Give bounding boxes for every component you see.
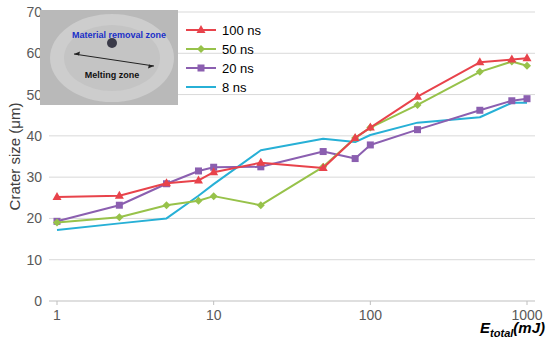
series-marker	[163, 201, 171, 209]
legend-line	[186, 86, 216, 88]
series-marker	[320, 148, 327, 155]
series-marker	[319, 163, 328, 171]
grid-line	[49, 177, 535, 178]
y-tick-label: 50	[26, 87, 42, 103]
series-marker	[53, 192, 62, 200]
series-marker	[475, 57, 484, 65]
inset: Material removal zone Melting zone	[40, 10, 178, 105]
x-tick	[370, 301, 371, 305]
series-marker	[162, 178, 171, 186]
annotation: Material removal zone	[72, 30, 166, 40]
series-marker	[524, 95, 531, 102]
x-tick-label: 10	[206, 307, 222, 323]
legend-label: 8 ns	[222, 80, 247, 95]
legend-label: 100 ns	[222, 23, 262, 38]
series-marker	[209, 167, 218, 175]
y-tick-label: 20	[26, 210, 42, 226]
series-marker	[523, 62, 531, 70]
x-tick	[527, 301, 528, 305]
series-line	[57, 62, 527, 223]
inset-melt	[50, 14, 174, 102]
y-tick-label: 10	[26, 252, 42, 268]
y-axis-label: Crater size (μm)	[6, 103, 23, 211]
series-marker	[507, 54, 516, 62]
series-marker	[256, 158, 265, 166]
legend-label: 20 ns	[222, 61, 254, 76]
series-line	[57, 103, 527, 230]
x-tick	[213, 301, 214, 305]
legend-marker	[197, 45, 205, 53]
series-marker	[257, 201, 265, 209]
chart: 0102030405060701101001000Crater size (μm…	[0, 0, 550, 341]
series-marker	[523, 53, 532, 61]
x-label-unit: (mJ)	[513, 319, 545, 336]
series-marker	[194, 197, 202, 205]
plot-area	[53, 53, 532, 230]
x-tick-label: 1	[53, 307, 61, 323]
series-line	[57, 58, 527, 197]
series-marker	[351, 133, 360, 141]
series-marker	[413, 101, 421, 109]
y-tick-label: 60	[26, 45, 42, 61]
x-label-sub: total	[490, 327, 514, 339]
y-tick-label: 40	[26, 128, 42, 144]
y-tick-label: 70	[26, 4, 42, 20]
grid-line	[49, 135, 535, 136]
grid-line	[49, 259, 535, 260]
inset-arrowheads	[74, 52, 154, 69]
series-marker	[476, 107, 483, 114]
legend: 100 ns 50 ns 20 ns 8 ns	[186, 23, 262, 95]
legend-marker	[197, 25, 206, 33]
series-marker	[414, 126, 421, 133]
series-marker	[210, 192, 218, 200]
inset-arrow	[74, 54, 154, 66]
x-tick-label: 100	[359, 307, 383, 323]
series-marker	[116, 202, 123, 209]
series-marker	[194, 175, 203, 183]
legend-label: 50 ns	[222, 42, 254, 57]
series-marker	[115, 213, 123, 221]
inset-bg	[40, 10, 178, 105]
y-tick-label: 30	[26, 169, 42, 185]
grid-line	[49, 301, 535, 302]
series-marker	[115, 191, 124, 199]
y-tick-label: 0	[34, 293, 42, 309]
legend-marker	[198, 65, 205, 72]
x-axis-label: Etotal(mJ)	[480, 319, 545, 339]
series-marker	[53, 219, 61, 227]
series-marker	[476, 68, 484, 76]
series-line	[57, 99, 527, 222]
series-marker	[367, 141, 374, 148]
series-marker	[352, 155, 359, 162]
series-marker	[195, 167, 202, 174]
x-tick	[57, 301, 58, 305]
series-marker	[413, 92, 422, 100]
annotation: Melting zone	[85, 70, 140, 80]
series-marker	[366, 123, 375, 131]
series-marker	[508, 97, 515, 104]
